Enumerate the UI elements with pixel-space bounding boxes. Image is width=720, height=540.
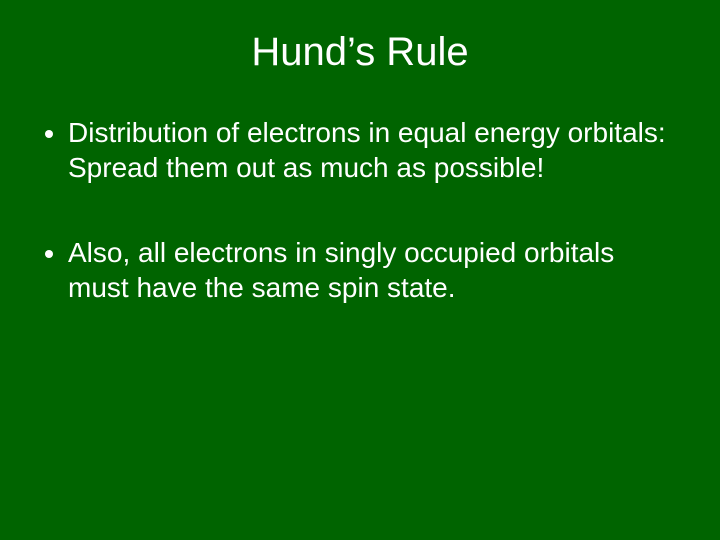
slide-title: Hund’s Rule (40, 30, 680, 75)
slide: Hund’s Rule Distribution of electrons in… (0, 0, 720, 540)
list-item: Also, all electrons in singly occupied o… (68, 235, 680, 305)
list-item: Distribution of electrons in equal energ… (68, 115, 680, 185)
bullet-list: Distribution of electrons in equal energ… (40, 115, 680, 305)
